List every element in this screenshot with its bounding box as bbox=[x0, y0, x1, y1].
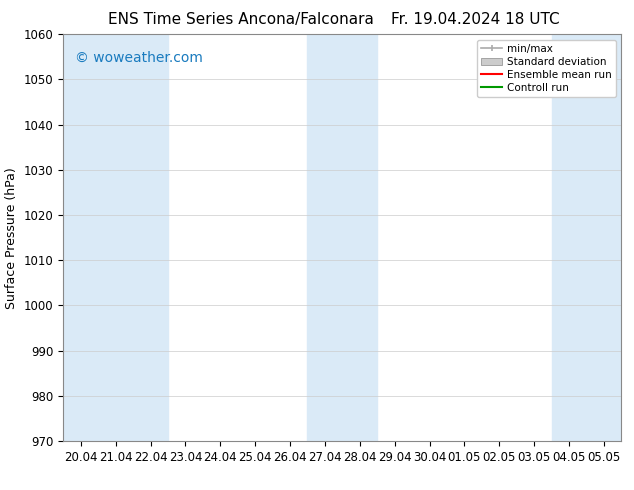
Text: ENS Time Series Ancona/Falconara: ENS Time Series Ancona/Falconara bbox=[108, 12, 374, 27]
Bar bbox=[98, 34, 133, 441]
Bar bbox=[552, 34, 586, 441]
Y-axis label: Surface Pressure (hPa): Surface Pressure (hPa) bbox=[5, 167, 18, 309]
Text: © woweather.com: © woweather.com bbox=[75, 50, 202, 65]
Bar bbox=[342, 34, 377, 441]
Bar bbox=[307, 34, 342, 441]
Text: Fr. 19.04.2024 18 UTC: Fr. 19.04.2024 18 UTC bbox=[391, 12, 560, 27]
Bar bbox=[63, 34, 98, 441]
Bar bbox=[586, 34, 621, 441]
Bar bbox=[133, 34, 168, 441]
Legend: min/max, Standard deviation, Ensemble mean run, Controll run: min/max, Standard deviation, Ensemble me… bbox=[477, 40, 616, 97]
